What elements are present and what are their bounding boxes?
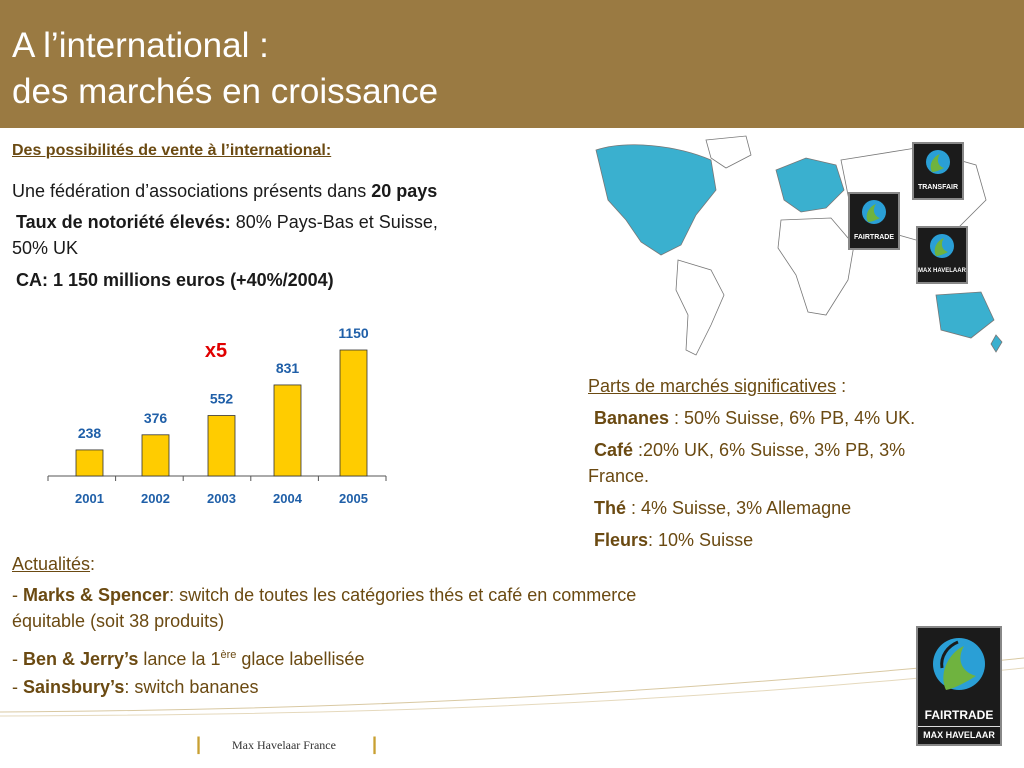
notoriety-line: Taux de notoriété élevés: 80% Pays-Bas e… [16,209,438,235]
news-dash: - [12,649,23,669]
bar-value-label: 376 [144,410,168,426]
news-item-ben-jerrys: - Ben & Jerry’s lance la 1ère glace labe… [12,642,364,672]
ben-jerrys-text: lance la 1 [138,649,221,669]
market-shares-colon: : [836,376,847,396]
africa [777,217,855,316]
big-logo-caption-1: FAIRTRADE [924,708,994,722]
transfair-caption: TRANSFAIR [917,184,959,191]
footer-bar-right: | [372,734,378,754]
bar-value-label: 238 [78,425,102,441]
bananas-line: Bananes : 50% Suisse, 6% PB, 4% UK. [594,405,915,431]
footer-text: Max Havelaar France [232,738,336,752]
fairtrade-max-havelaar-logo: FAIRTRADE MAX HAVELAAR [916,626,1002,746]
x-tick-label: 2003 [207,491,236,506]
federation-countries: 20 pays [371,181,438,201]
fairtrade-caption: FAIRTRADE [853,234,895,241]
federation-line: Une fédération d’associations présents d… [12,178,437,204]
notoriety-text: 80% Pays-Bas et Suisse, [230,212,438,232]
new-zealand [990,334,1003,353]
australia [935,291,995,339]
x-tick-label: 2001 [75,491,104,506]
fairtrade-mark-icon [926,150,950,174]
europe [775,157,845,213]
marks-spencer-label: Marks & Spencer [23,585,170,605]
market-shares-title: Parts de marchés significatives [588,376,837,396]
logo-divider [918,726,1000,727]
news-item-marks-spencer: - Marks & Spencer: switch de toutes les … [12,582,636,608]
bar-2004 [273,384,302,477]
x-tick-label: 2005 [339,491,368,506]
big-logo-caption-2: MAX HAVELAAR [923,730,995,740]
ben-jerrys-text-2: glace labellisée [236,649,365,669]
market-shares-heading: Parts de marchés significatives : [588,373,846,399]
north-america [595,144,717,256]
bar-value-label: 552 [210,391,234,407]
marks-spencer-text: : switch de toutes les catégories thés e… [169,585,637,605]
fairtrade-mark-icon [862,200,886,224]
coffee-line: Café :20% UK, 6% Suisse, 3% PB, 3% [594,437,905,463]
fairtrade-logo: FAIRTRADE [848,192,900,250]
page-title-line-1: A l’international : [12,26,269,65]
news-dash: - [12,677,23,697]
bar-2005 [339,349,368,477]
greenland [705,135,752,169]
federation-prefix: Une fédération d’associations présents d… [12,181,372,201]
max-havelaar-small-logo: MAX HAVELAAR [916,226,968,284]
growth-annotation: x5 [205,340,227,362]
sainsburys-label: Sainsbury’s [23,677,125,697]
tea-label: Thé [594,498,627,518]
fairtrade-mark-icon [930,234,954,258]
page-title-line-2: des marchés en croissance [12,72,439,111]
coffee-text: :20% UK, 6% Suisse, 3% PB, 3% [633,440,906,460]
transfair-logo: TRANSFAIR [912,142,964,200]
flowers-text: : 10% Suisse [648,530,754,550]
news-dash: - [12,585,23,605]
tea-line: Thé : 4% Suisse, 3% Allemagne [594,495,851,521]
news-item-sainsburys: - Sainsbury’s: switch bananes [12,674,258,700]
max-havelaar-caption: MAX HAVELAAR [918,268,966,274]
news-heading: Actualités: [12,551,95,577]
x-tick-label: 2002 [141,491,170,506]
ben-jerrys-label: Ben & Jerry’s [23,649,139,669]
notoriety-line-2: 50% UK [12,238,79,258]
fairtrade-mark-icon [933,638,985,690]
ben-jerrys-superscript: ère [220,649,237,661]
bananas-text: : 50% Suisse, 6% PB, 4% UK. [669,408,916,428]
turnover-line: CA: 1 150 millions euros (+40%/2004) [16,270,334,290]
footer-bar-left: | [196,734,202,754]
title-bar: A l’international : des marchés en crois… [0,0,1024,128]
footer: | Max Havelaar France | [0,734,1024,760]
coffee-label: Café [594,440,634,460]
sales-heading: Des possibilités de vente à l’internatio… [12,142,332,159]
flowers-label: Fleurs [594,530,649,550]
sainsburys-text: : switch bananes [124,677,259,697]
revenue-bar-chart: 238 2001 376 2002 552 2003 831 2004 1150 2005 x5 [47,325,387,506]
south-america [675,259,725,356]
news-colon: : [90,554,96,574]
news-title: Actualités [12,554,91,574]
flowers-line: Fleurs: 10% Suisse [594,527,753,553]
notoriety-label: Taux de notoriété élevés: [16,212,231,232]
coffee-line-2: France. [588,466,650,486]
decorative-curves [0,657,1024,717]
bananas-label: Bananes [594,408,670,428]
marks-spencer-line-2: équitable (soit 38 produits) [12,611,225,631]
tea-text: : 4% Suisse, 3% Allemagne [626,498,852,518]
bar-value-label: 831 [276,360,300,376]
bar-2001 [75,449,104,477]
x-tick-label: 2004 [273,491,303,506]
bar-value-label: 1150 [338,325,369,341]
bar-2003 [207,415,236,477]
bar-2002 [141,434,170,477]
